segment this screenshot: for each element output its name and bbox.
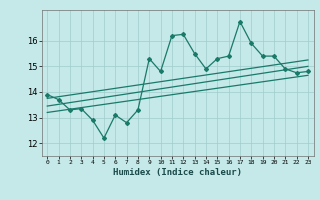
- X-axis label: Humidex (Indice chaleur): Humidex (Indice chaleur): [113, 168, 242, 177]
